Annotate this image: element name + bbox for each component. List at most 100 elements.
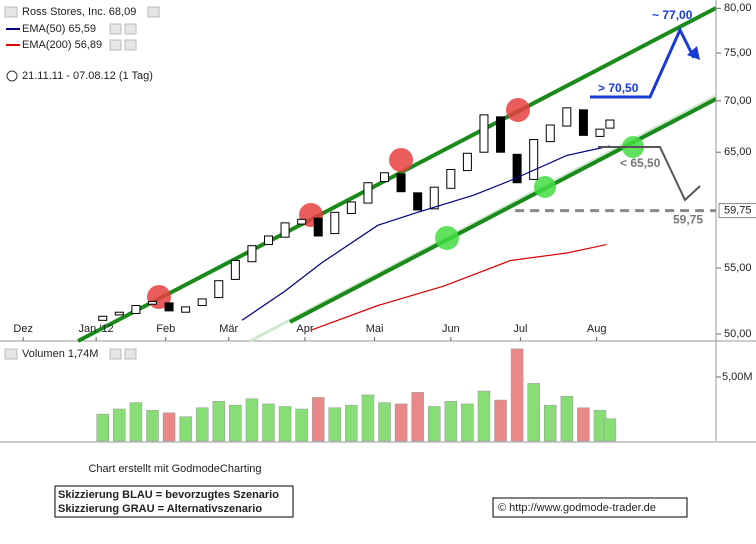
icon[interactable] [147,6,160,18]
volume-bar [345,404,358,442]
legend-blue: Skizzierung BLAU = bevorzugtes Szenario [58,489,279,501]
level-label: 59,75 [673,213,703,227]
x-tick-label: Feb [156,323,175,335]
volume-bar [295,408,308,442]
legend-entry: EMA(200) 56,89 [22,39,102,51]
volume-bar [113,408,126,442]
y-tick-label: 55,00 [724,262,752,274]
volume-bar [245,398,259,442]
y-tick-label: 50,00 [724,328,752,340]
volume-bar [129,402,143,442]
icon[interactable] [109,39,122,51]
volume-bar [361,394,375,442]
volume-bar [544,404,557,442]
annotation: > 70,50 [598,81,639,95]
x-tick-label: Apr [296,323,313,335]
blue-arrowhead [687,46,700,60]
candle [479,114,489,153]
credit: Chart erstellt mit GodmodeCharting [88,463,261,475]
candle [114,311,124,316]
icon[interactable] [124,39,137,51]
candle [346,201,356,214]
x-tick-label: Aug [587,323,607,335]
source-box [492,497,688,518]
candle [297,218,307,225]
touch-points [147,98,644,309]
legend-gray: Skizzierung GRAU = Alternativszenario [58,503,262,515]
volume-bar [262,403,275,442]
candle [98,315,108,321]
volume-bar [510,348,524,442]
volume-bar [96,413,110,442]
x-tick-label: Mai [366,323,384,335]
volume-bar [461,403,474,442]
volume-bar [378,402,391,442]
volume-bar [411,392,424,442]
y-tick-label: 80,00 [724,2,752,14]
ema-line [241,145,611,321]
volume-bar [527,383,540,442]
candle [446,168,456,189]
clock-icon [6,70,18,82]
resistance-touch [389,148,413,172]
candle [429,186,439,210]
gray-scenario [598,146,701,202]
volume-bar [179,416,192,442]
annotation: ~ 77,00 [652,8,693,22]
x-tick-label: Dez [13,323,33,335]
candle [578,109,588,136]
volume-bar [560,395,574,442]
candle [545,124,555,143]
level-box [718,203,756,219]
candle [605,119,615,129]
candle [147,301,157,305]
volume-bar [146,410,159,442]
volume-bar [229,404,242,442]
volume-title: Volumen 1,74M [22,348,98,360]
candle [164,302,174,312]
support-touch [534,176,556,198]
icon[interactable] [124,348,137,360]
candle [396,173,406,193]
lower-channel [289,97,717,324]
blue-scenario [590,26,696,99]
volume-bar [603,418,617,442]
volume-bar [212,401,226,442]
resistance-touch [506,98,530,122]
source: © http://www.godmode-trader.de [498,502,656,514]
y-tick-label: 5,00M [722,371,753,383]
icon [4,348,18,360]
candle [131,305,141,315]
y-tick-label: 75,00 [724,47,752,59]
candle [595,128,605,137]
candle [313,217,323,237]
y-tick-label: 65,00 [724,146,752,158]
candle [413,192,423,211]
volume-bar [195,407,209,442]
candle [363,182,373,204]
volume-bar [477,390,491,442]
candle [230,259,240,280]
candle [247,245,257,263]
volume-bar [162,412,176,442]
icon[interactable] [109,348,122,360]
x-tick-label: Jul [513,323,527,335]
candle [264,235,273,245]
candle [280,222,290,238]
volume-bar [577,407,590,442]
support-touch [435,226,459,250]
icon[interactable] [124,23,137,35]
annotation: < 65,50 [620,156,661,170]
x-tick-label: Mär [219,323,238,335]
candle [214,280,224,299]
candle [512,153,522,184]
candle [380,172,390,183]
level-box-label: 59,75 [724,204,752,216]
icon[interactable] [109,23,122,35]
candle [330,211,340,235]
volume-bar [427,406,441,442]
candle [181,306,191,313]
volume-bar [311,397,325,442]
candle [496,116,506,153]
